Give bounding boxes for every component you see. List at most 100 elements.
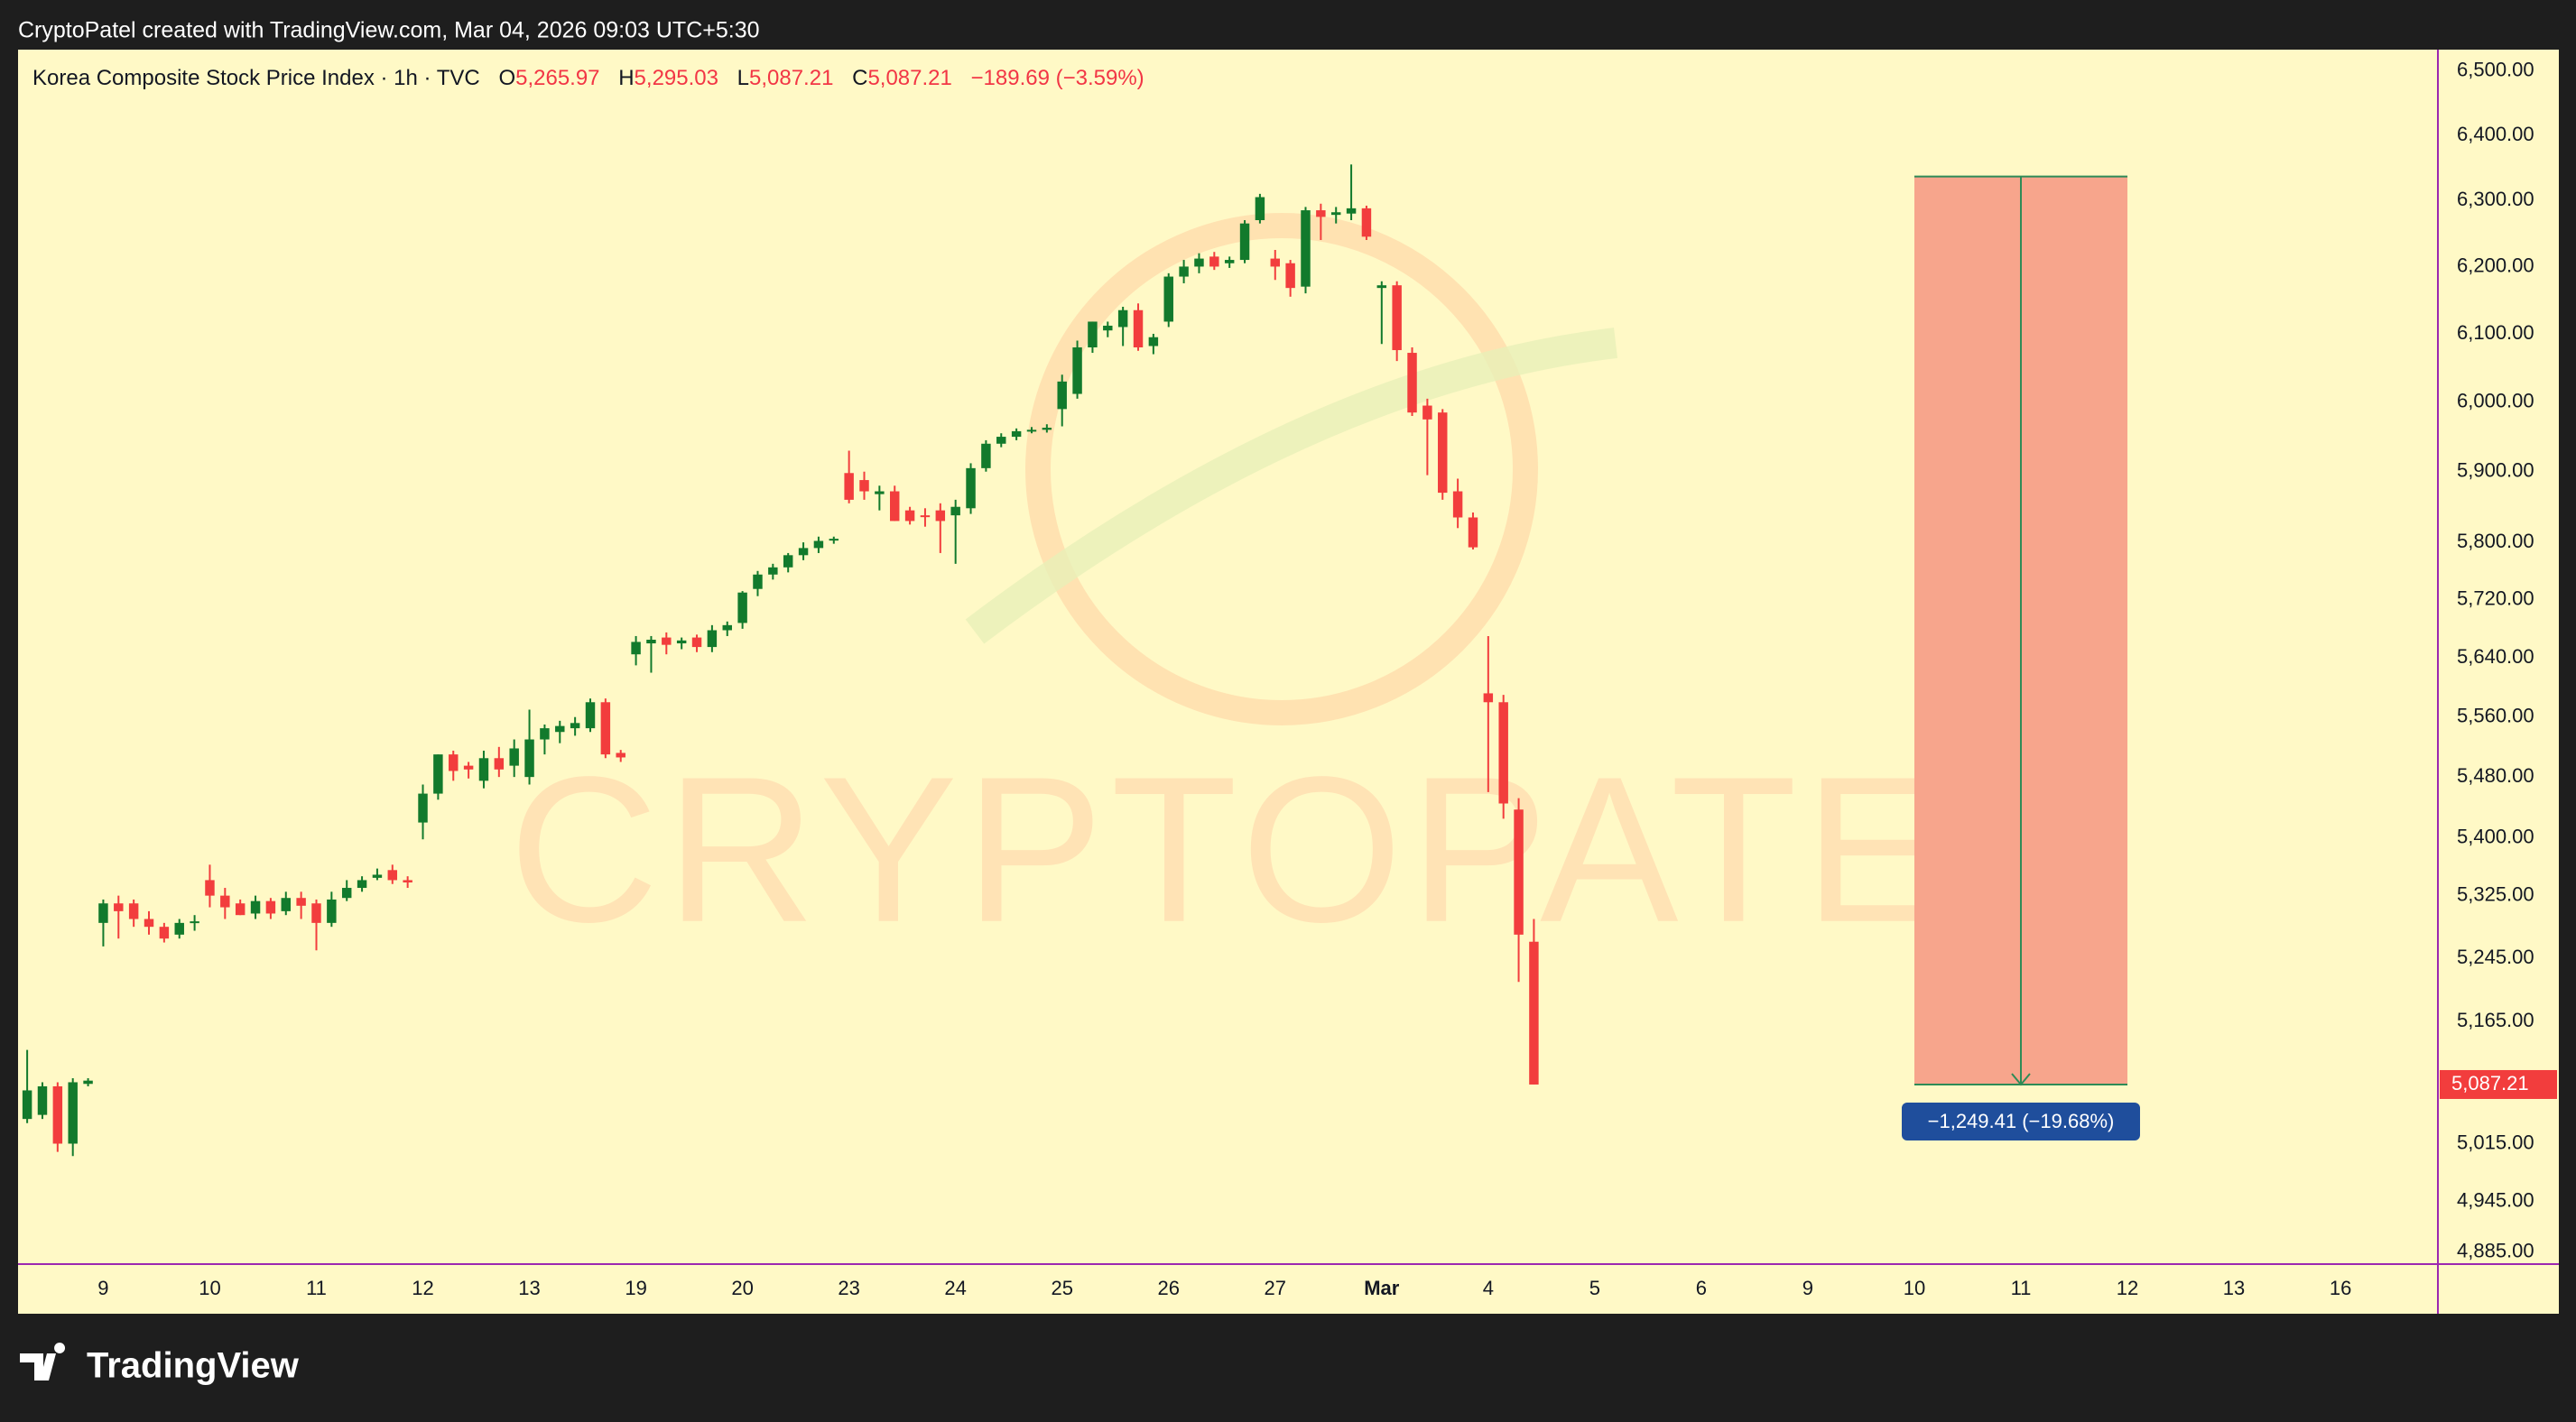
candle-body bbox=[524, 739, 534, 778]
candle-body bbox=[311, 903, 321, 923]
c-value: 5,087.21 bbox=[867, 66, 951, 90]
y-tick-label: 4,945.00 bbox=[2457, 1189, 2534, 1212]
candle-body bbox=[1088, 321, 1098, 348]
candle-body bbox=[1072, 347, 1082, 394]
candle-body bbox=[52, 1085, 63, 1144]
candle-body bbox=[859, 480, 869, 492]
change: −189.69 (−3.59%) bbox=[971, 66, 1144, 90]
candle-body bbox=[1270, 258, 1280, 267]
candle-body bbox=[418, 793, 428, 823]
candle-body bbox=[1452, 491, 1463, 518]
candle-body bbox=[844, 473, 854, 500]
candle-body bbox=[813, 540, 824, 549]
candle-body bbox=[1422, 405, 1432, 420]
y-tick-label: 5,325.00 bbox=[2457, 882, 2534, 905]
x-tick-label: 12 bbox=[412, 1277, 433, 1299]
candle-body bbox=[128, 903, 139, 919]
candle-body bbox=[449, 754, 459, 771]
candle-body bbox=[1117, 309, 1128, 328]
l-label: L bbox=[737, 66, 749, 90]
candle-body bbox=[1316, 210, 1326, 217]
y-tick-label: 4,885.00 bbox=[2457, 1240, 2534, 1262]
y-tick-label: 6,100.00 bbox=[2457, 321, 2534, 344]
candle-body bbox=[1285, 263, 1295, 289]
candle-body bbox=[1483, 693, 1494, 703]
candle-body bbox=[1103, 325, 1113, 331]
x-tick-label: 11 bbox=[306, 1277, 327, 1299]
candle-body bbox=[478, 758, 489, 781]
candle-body bbox=[1057, 381, 1067, 410]
x-tick-label: 23 bbox=[838, 1277, 859, 1299]
candle-body bbox=[68, 1082, 78, 1144]
candle-body bbox=[1011, 430, 1022, 438]
chart-header: Korea Composite Stock Price Index · 1h ·… bbox=[32, 66, 1144, 90]
watermark: CRYPTOPATEL bbox=[509, 213, 2065, 965]
candle-body bbox=[1407, 353, 1417, 413]
candle-body bbox=[920, 515, 931, 518]
candle-body bbox=[768, 567, 778, 575]
candle-body bbox=[585, 702, 596, 729]
candle-body bbox=[265, 900, 276, 914]
candle-body bbox=[631, 642, 641, 655]
top-bar-text: CryptoPatel created with TradingView.com… bbox=[18, 18, 760, 43]
candle-body bbox=[1163, 276, 1173, 322]
candle-body bbox=[829, 539, 839, 541]
x-tick-label: 16 bbox=[2330, 1277, 2351, 1299]
watermark-ring bbox=[1025, 213, 1538, 725]
candle-body bbox=[114, 903, 124, 911]
x-tick-label: 10 bbox=[199, 1277, 220, 1299]
l-value: 5,087.21 bbox=[749, 66, 833, 90]
y-tick-label: 5,245.00 bbox=[2457, 946, 2534, 968]
y-tick-label: 6,000.00 bbox=[2457, 390, 2534, 412]
candle-body bbox=[691, 637, 702, 648]
candle-body bbox=[981, 443, 991, 468]
symbol: Korea Composite Stock Price Index · 1h ·… bbox=[32, 66, 480, 90]
x-tick-label: 11 bbox=[2011, 1277, 2032, 1299]
measure-label-box bbox=[1901, 1102, 2140, 1140]
x-tick-label: 12 bbox=[2117, 1277, 2138, 1299]
candle-body bbox=[570, 723, 580, 729]
candle-body bbox=[357, 880, 367, 889]
y-tick-label: 5,015.00 bbox=[2457, 1131, 2534, 1153]
candle-body bbox=[1514, 809, 1524, 935]
candle-body bbox=[433, 754, 443, 794]
y-tick-label: 5,165.00 bbox=[2457, 1009, 2534, 1031]
candle-body bbox=[1194, 258, 1204, 267]
candle-body bbox=[722, 624, 732, 631]
candle-body bbox=[875, 491, 885, 494]
candle-body bbox=[707, 630, 718, 648]
candle-body bbox=[509, 748, 519, 766]
x-tick-label: 26 bbox=[1157, 1277, 1179, 1299]
y-tick-label: 5,400.00 bbox=[2457, 825, 2534, 847]
candle-body bbox=[463, 765, 474, 770]
x-tick-label: 9 bbox=[1802, 1277, 1813, 1299]
y-tick-label: 6,400.00 bbox=[2457, 123, 2534, 145]
logo-icon bbox=[20, 1343, 66, 1380]
candle-body bbox=[327, 899, 337, 923]
candle-body bbox=[1529, 941, 1539, 1085]
candle-body bbox=[753, 574, 763, 589]
y-tick-label: 5,480.00 bbox=[2457, 764, 2534, 787]
x-tick-label: 25 bbox=[1051, 1277, 1072, 1299]
candle-body bbox=[904, 510, 915, 522]
candle-body bbox=[220, 895, 230, 908]
candle-body bbox=[341, 888, 352, 899]
candle-body bbox=[890, 491, 900, 522]
candle-body bbox=[250, 900, 261, 914]
y-tick-label: 6,500.00 bbox=[2457, 59, 2534, 81]
y-tick-label: 5,560.00 bbox=[2457, 705, 2534, 727]
brand: TradingView bbox=[87, 1346, 300, 1386]
candle-body bbox=[1301, 210, 1311, 287]
h-label: H bbox=[618, 66, 634, 90]
x-tick-label: 10 bbox=[1904, 1277, 1925, 1299]
candle-body bbox=[1179, 266, 1189, 277]
x-tick-label: 19 bbox=[625, 1277, 646, 1299]
x-tick-label: 6 bbox=[1696, 1277, 1707, 1299]
x-tick-label: Mar bbox=[1364, 1277, 1400, 1299]
x-tick-label: 13 bbox=[518, 1277, 540, 1299]
candle-body bbox=[159, 927, 170, 939]
candle-body bbox=[1438, 412, 1448, 494]
h-value: 5,295.03 bbox=[635, 66, 718, 90]
candle-body bbox=[646, 639, 656, 644]
candle-body bbox=[1376, 285, 1387, 289]
